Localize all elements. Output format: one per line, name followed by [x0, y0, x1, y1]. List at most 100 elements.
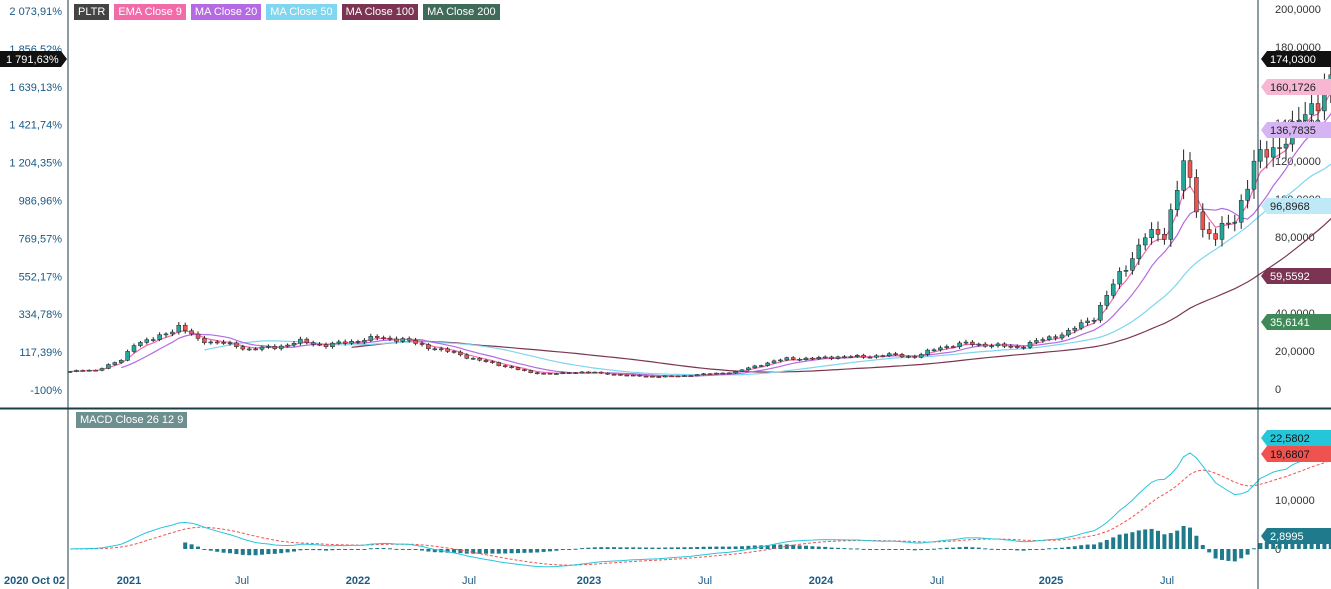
candle-body: [1270, 147, 1276, 158]
time-tick-label: Jul: [698, 575, 712, 587]
macd-histogram-bar: [228, 549, 232, 554]
macd-histogram-bar: [797, 545, 802, 549]
candle-body: [778, 359, 783, 362]
macd-histogram-bar: [816, 546, 821, 549]
candle-body: [1155, 229, 1161, 235]
macd-histogram-bar: [304, 549, 309, 551]
macd-line: [69, 448, 1331, 568]
macd-histogram-bar: [1021, 549, 1026, 551]
candle-body: [579, 371, 585, 374]
candle-body: [790, 357, 796, 360]
candle-body: [266, 346, 271, 348]
ticker-badge[interactable]: PLTR: [74, 4, 110, 20]
macd-histogram-bar: [1156, 530, 1160, 549]
candle-body: [746, 367, 751, 371]
macd-histogram-bar: [516, 549, 520, 554]
macd-legend[interactable]: MACD Close 26 12 9: [76, 412, 188, 428]
candle-body: [1098, 305, 1103, 321]
macd-histogram-bar: [554, 549, 559, 551]
macd-histogram-bar: [279, 549, 284, 554]
candle-body: [291, 343, 297, 346]
percent-tick-label: 2 073,91%: [9, 6, 62, 18]
candle-body: [285, 344, 290, 347]
macd-histogram-bar: [976, 547, 981, 549]
candle-body: [1238, 200, 1244, 223]
macd-histogram-bar: [420, 549, 424, 551]
macd-histogram-bar: [349, 549, 354, 550]
candle-body: [765, 362, 770, 366]
candle-body: [1219, 222, 1225, 240]
candle-body: [1181, 160, 1186, 191]
macd-histogram-bar: [266, 549, 271, 555]
macd-histogram-bar: [215, 549, 220, 552]
candle-body: [438, 348, 444, 351]
macd-histogram-bar: [714, 546, 719, 549]
candle-body: [854, 354, 860, 357]
macd-histogram-bar: [855, 548, 860, 550]
macd-histogram-bar: [663, 547, 668, 549]
candle-body: [336, 341, 342, 344]
candle-body: [1059, 334, 1065, 339]
candle-body: [931, 349, 937, 352]
macd-histogram-bar: [944, 547, 949, 549]
macd-histogram-bar: [1303, 539, 1308, 549]
value-tag-text: 19,6807: [1270, 449, 1310, 461]
macd-histogram-bar: [375, 548, 380, 550]
candle-body: [1014, 346, 1020, 348]
macd-histogram-bar: [1322, 540, 1327, 549]
macd-histogram-bar: [804, 545, 808, 549]
value-tag-bg: [1261, 446, 1331, 462]
macd-histogram-bar: [496, 549, 501, 554]
candle-body: [432, 348, 438, 351]
candle-body: [1091, 319, 1097, 322]
legend-ema9[interactable]: EMA Close 9: [114, 4, 186, 20]
candle-body: [1117, 271, 1122, 285]
candle-body: [682, 375, 687, 377]
candle-body: [829, 356, 834, 359]
macd-histogram-bar: [1028, 549, 1032, 551]
macd-histogram-bar: [938, 548, 943, 550]
value-tag-bg: [1261, 528, 1331, 544]
candle-body: [656, 376, 662, 378]
legend-ma200[interactable]: MA Close 200: [423, 4, 500, 20]
candle-body: [278, 345, 284, 349]
macd-histogram-bar: [1296, 539, 1301, 549]
candle-body: [1149, 229, 1154, 239]
macd-histogram-bar: [631, 547, 636, 549]
legend-ma20[interactable]: MA Close 20: [190, 4, 262, 20]
candle-body: [874, 355, 879, 358]
macd-histogram-bar: [1040, 548, 1045, 550]
candle-body: [80, 370, 86, 372]
legend-ma50[interactable]: MA Close 50: [266, 4, 337, 20]
candle-body: [573, 372, 578, 374]
percent-axis: 2 073,91%1 856,52%1 639,13%1 421,74%1 20…: [9, 6, 62, 397]
candle-body: [1002, 343, 1007, 347]
macd-histogram-bar: [1124, 533, 1128, 549]
macd-histogram-bar: [701, 546, 706, 549]
macd-histogram-bar: [1258, 543, 1263, 549]
macd-histogram-bar: [912, 549, 917, 551]
macd-histogram-bar: [784, 544, 789, 549]
macd-histogram-bar: [720, 546, 725, 549]
candle-body: [176, 324, 182, 333]
candle-body: [74, 370, 79, 372]
value-tag-text: 2,8995: [1270, 531, 1304, 543]
candle-body: [221, 341, 226, 344]
macd-histogram-bar: [285, 549, 290, 553]
macd-histogram-bar: [560, 549, 565, 550]
candle-body: [822, 356, 828, 359]
legend-ma100[interactable]: MA Close 100: [341, 4, 419, 20]
macd-histogram-bar: [1002, 549, 1007, 550]
macd-histogram-bar: [823, 546, 828, 549]
candle-body: [880, 355, 886, 357]
ma100-tag: 59,5592: [1261, 268, 1331, 284]
time-tick-label: 2021: [117, 575, 141, 587]
candle-body: [906, 356, 911, 358]
time-tick-label: 2025: [1039, 575, 1063, 587]
macd-histogram-bar: [272, 549, 277, 554]
macd-histogram-bar: [810, 546, 815, 549]
candle-body: [1232, 221, 1238, 224]
macd-histogram-bar: [1111, 537, 1116, 549]
macd-histogram-bar: [260, 549, 264, 555]
